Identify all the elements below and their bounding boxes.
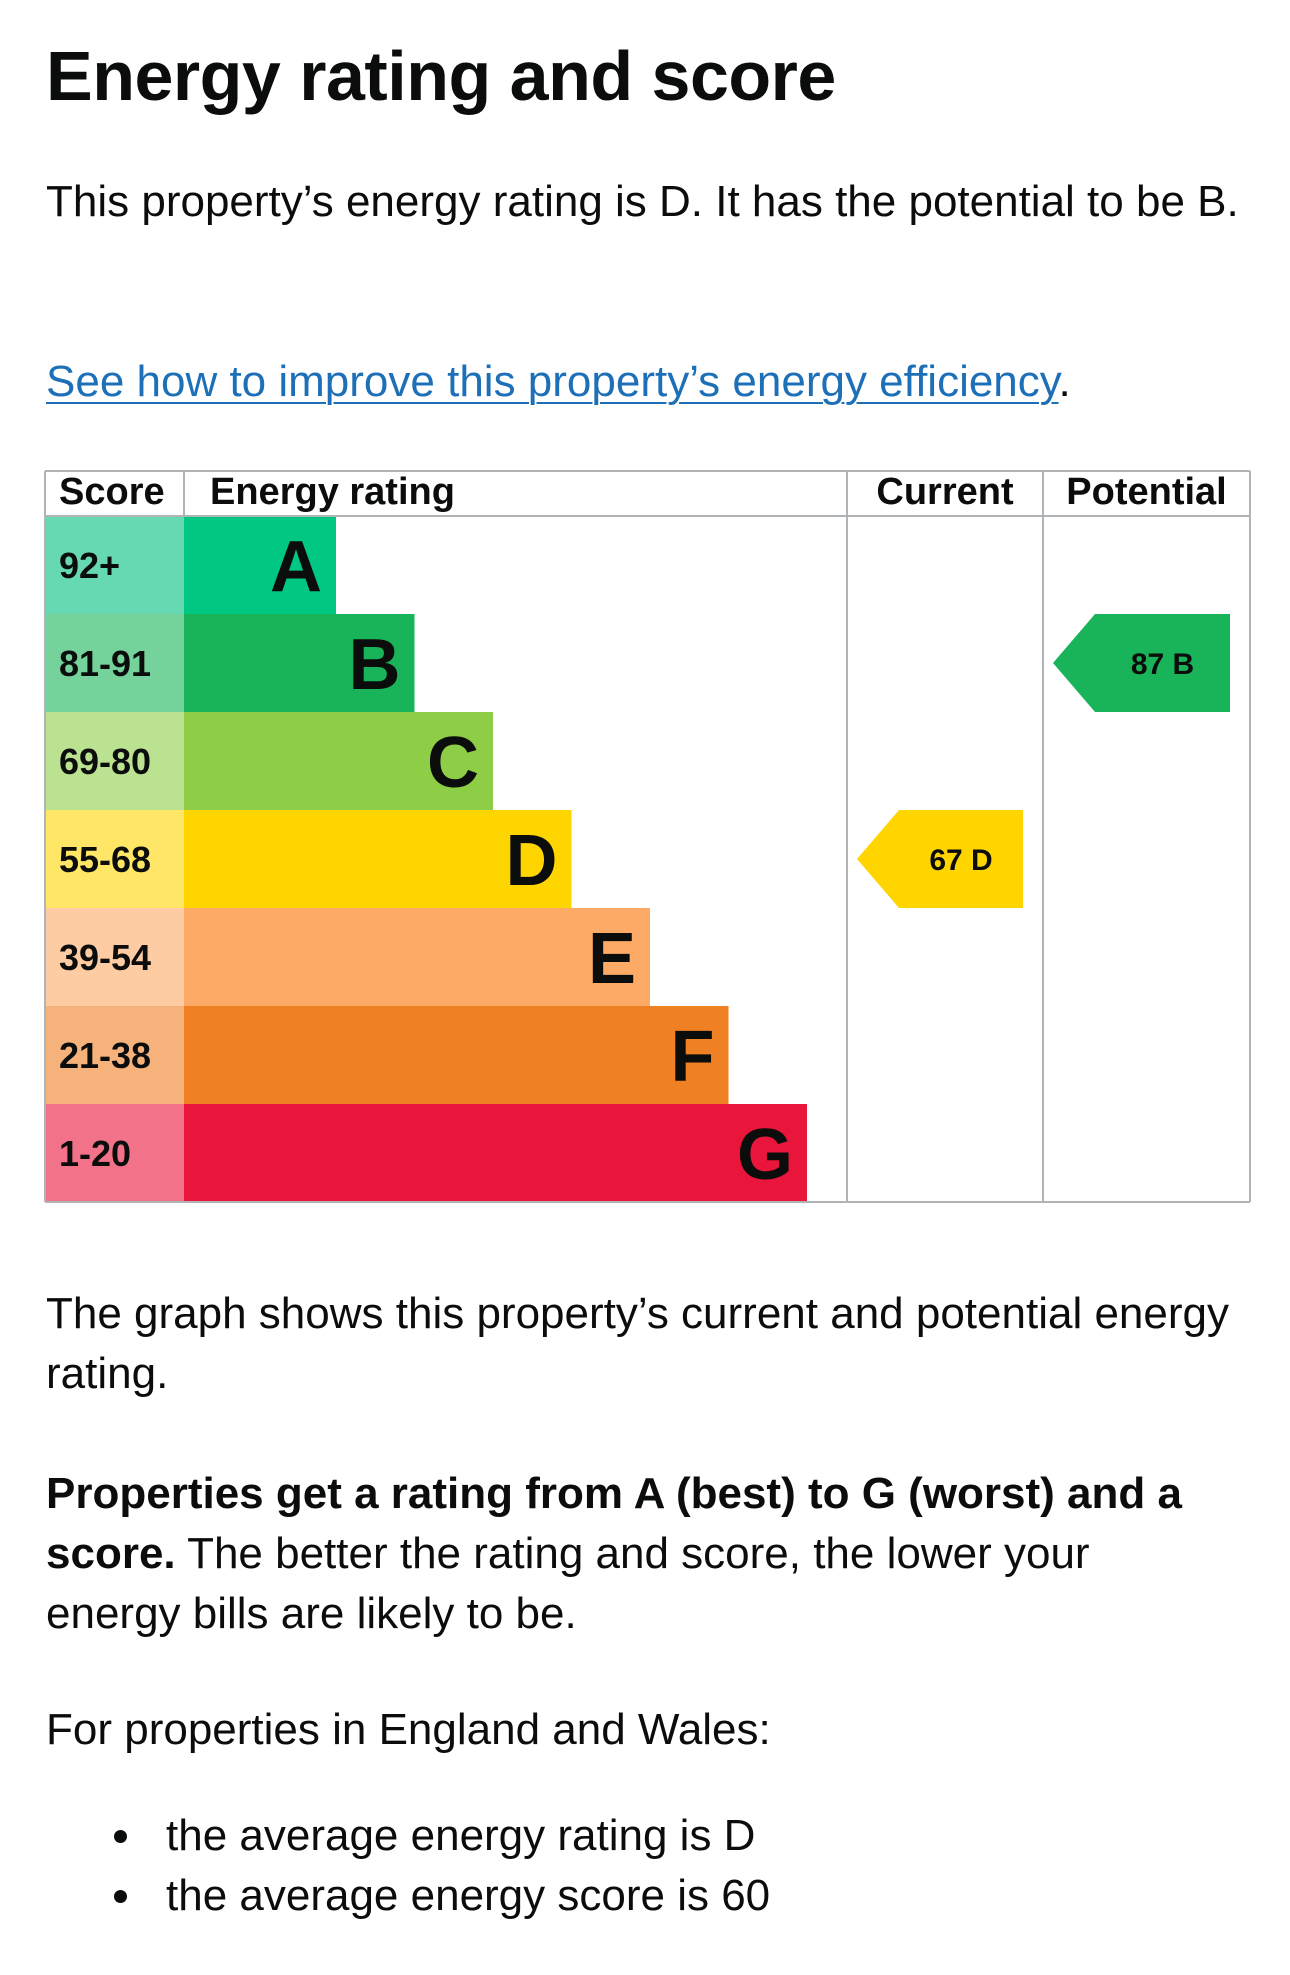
region-intro: For properties in England and Wales: <box>46 1705 771 1754</box>
rating-bar-a <box>184 516 336 614</box>
rating-letter-b: B <box>349 625 401 705</box>
rating-letter-g: G <box>737 1115 793 1195</box>
rating-explanation-rest: The better the rating and score, the low… <box>46 1529 1090 1638</box>
rating-letter-c: C <box>427 723 479 803</box>
score-range-c: 69-80 <box>59 741 151 782</box>
rating-bar-g <box>184 1104 807 1202</box>
improve-link-line: See how to improve this property’s energ… <box>46 352 1246 412</box>
header-potential: Potential <box>1066 471 1226 513</box>
graph-caption: The graph shows this property’s current … <box>46 1289 1229 1398</box>
header-score: Score <box>59 471 165 513</box>
averages-list: the average energy rating is D the avera… <box>46 1806 770 1926</box>
score-cell-f <box>45 1006 184 1104</box>
rating-bar-c <box>184 712 493 810</box>
score-range-b: 81-91 <box>59 643 151 684</box>
score-range-f: 21-38 <box>59 1035 151 1076</box>
rating-explanation-bold: Properties get a rating from A (best) to… <box>46 1469 1182 1578</box>
current-rating-label: 67 D <box>929 844 992 877</box>
rating-letter-a: A <box>270 527 322 607</box>
page-title: Energy rating and score <box>46 37 836 115</box>
rating-explanation: Properties get a rating from A (best) to… <box>46 1464 1236 1644</box>
current-rating-arrow <box>857 810 1023 908</box>
rating-bar-e <box>184 908 650 1006</box>
average-rating-item: the average energy rating is D <box>46 1806 770 1866</box>
rating-bar-d <box>184 810 572 908</box>
potential-rating-arrow <box>1053 614 1230 712</box>
score-cell-d <box>45 810 184 908</box>
rating-bar-f <box>184 1006 729 1104</box>
score-cell-a <box>45 516 184 614</box>
rating-summary: This property’s energy rating is D. It h… <box>46 177 1239 226</box>
rating-letter-f: F <box>671 1017 715 1097</box>
score-range-a: 92+ <box>59 545 120 586</box>
score-range-e: 39-54 <box>59 937 151 978</box>
rating-letter-e: E <box>588 919 636 999</box>
score-cell-c <box>45 712 184 810</box>
energy-rating-graph: 92+ A 81-91 B 69-80 C 55-68 D 39-54 E 21-38 F 1-20 G S… <box>44 470 1251 1203</box>
potential-rating-label: 87 B <box>1131 648 1194 681</box>
header-current: Current <box>876 471 1014 513</box>
rating-bar-b <box>184 614 415 712</box>
header-energy-rating: Energy rating <box>210 471 455 513</box>
average-score-item: the average energy score is 60 <box>46 1866 770 1926</box>
score-cell-e <box>45 908 184 1006</box>
improve-efficiency-link[interactable]: See how to improve this property’s energ… <box>46 357 1059 406</box>
rating-letter-d: D <box>506 821 558 901</box>
link-full-stop: . <box>1058 357 1071 406</box>
score-range-d: 55-68 <box>59 839 151 880</box>
score-cell-b <box>45 614 184 712</box>
score-range-g: 1-20 <box>59 1133 131 1174</box>
score-cell-g <box>45 1104 184 1202</box>
